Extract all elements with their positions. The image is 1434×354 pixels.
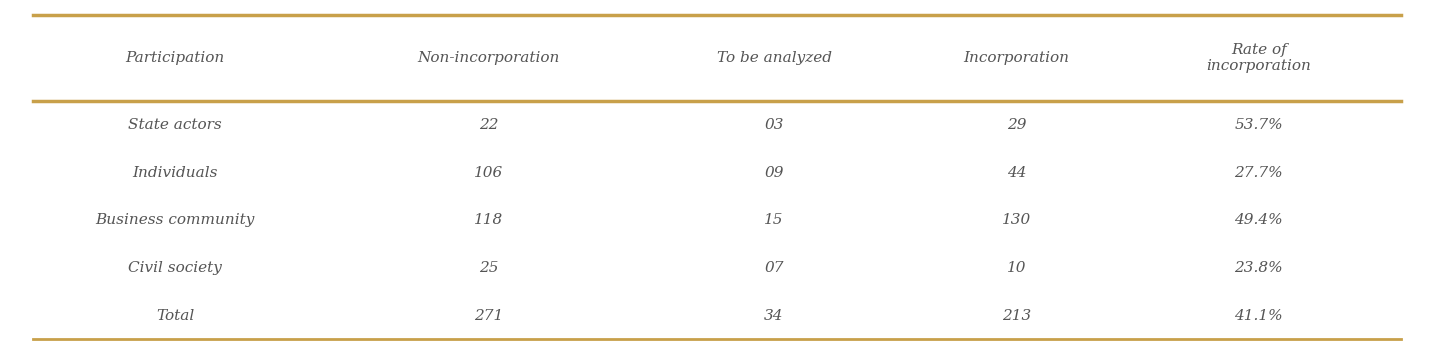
Text: 271: 271 xyxy=(475,309,503,322)
Text: Non-incorporation: Non-incorporation xyxy=(417,51,561,65)
Text: Rate of
incorporation: Rate of incorporation xyxy=(1206,42,1311,73)
Text: 29: 29 xyxy=(1007,118,1027,132)
Text: 130: 130 xyxy=(1002,213,1031,227)
Text: 15: 15 xyxy=(764,213,784,227)
Text: 53.7%: 53.7% xyxy=(1235,118,1283,132)
Text: To be analyzed: To be analyzed xyxy=(717,51,832,65)
Text: 27.7%: 27.7% xyxy=(1235,166,1283,179)
Text: Individuals: Individuals xyxy=(132,166,218,179)
Text: State actors: State actors xyxy=(129,118,222,132)
Text: 25: 25 xyxy=(479,261,499,275)
Text: 41.1%: 41.1% xyxy=(1235,309,1283,322)
Text: 07: 07 xyxy=(764,261,784,275)
Text: Participation: Participation xyxy=(126,51,225,65)
Text: 213: 213 xyxy=(1002,309,1031,322)
Text: 118: 118 xyxy=(475,213,503,227)
Text: Incorporation: Incorporation xyxy=(964,51,1070,65)
Text: 03: 03 xyxy=(764,118,784,132)
Text: 44: 44 xyxy=(1007,166,1027,179)
Text: 22: 22 xyxy=(479,118,499,132)
Text: Total: Total xyxy=(156,309,195,322)
Text: 09: 09 xyxy=(764,166,784,179)
Text: 106: 106 xyxy=(475,166,503,179)
Text: 10: 10 xyxy=(1007,261,1027,275)
Text: 23.8%: 23.8% xyxy=(1235,261,1283,275)
Text: Civil society: Civil society xyxy=(128,261,222,275)
Text: 49.4%: 49.4% xyxy=(1235,213,1283,227)
Text: 34: 34 xyxy=(764,309,784,322)
Text: Business community: Business community xyxy=(96,213,255,227)
